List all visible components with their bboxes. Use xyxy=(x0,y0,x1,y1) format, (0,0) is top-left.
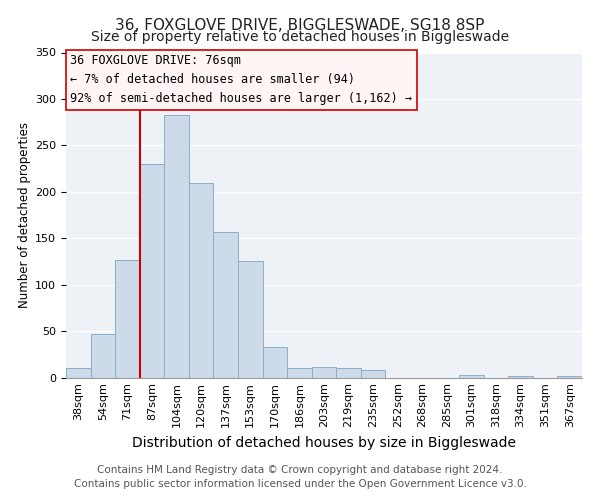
Bar xyxy=(164,114,189,378)
Bar xyxy=(91,334,115,378)
Bar xyxy=(508,376,533,378)
Bar xyxy=(66,368,91,378)
Bar xyxy=(140,164,164,378)
Bar xyxy=(361,370,385,378)
Bar xyxy=(214,232,238,378)
Text: 36, FOXGLOVE DRIVE, BIGGLESWADE, SG18 8SP: 36, FOXGLOVE DRIVE, BIGGLESWADE, SG18 8S… xyxy=(115,18,485,32)
Bar xyxy=(557,376,582,378)
Bar xyxy=(312,368,336,378)
Text: 36 FOXGLOVE DRIVE: 76sqm
← 7% of detached houses are smaller (94)
92% of semi-de: 36 FOXGLOVE DRIVE: 76sqm ← 7% of detache… xyxy=(70,54,412,106)
Text: Contains HM Land Registry data © Crown copyright and database right 2024.
Contai: Contains HM Land Registry data © Crown c… xyxy=(74,465,526,489)
Bar xyxy=(287,368,312,378)
X-axis label: Distribution of detached houses by size in Biggleswade: Distribution of detached houses by size … xyxy=(132,436,516,450)
Bar xyxy=(263,347,287,378)
Bar xyxy=(115,260,140,378)
Bar xyxy=(459,374,484,378)
Bar xyxy=(238,260,263,378)
Text: Size of property relative to detached houses in Biggleswade: Size of property relative to detached ho… xyxy=(91,30,509,44)
Bar xyxy=(189,182,214,378)
Bar xyxy=(336,368,361,378)
Y-axis label: Number of detached properties: Number of detached properties xyxy=(18,122,31,308)
